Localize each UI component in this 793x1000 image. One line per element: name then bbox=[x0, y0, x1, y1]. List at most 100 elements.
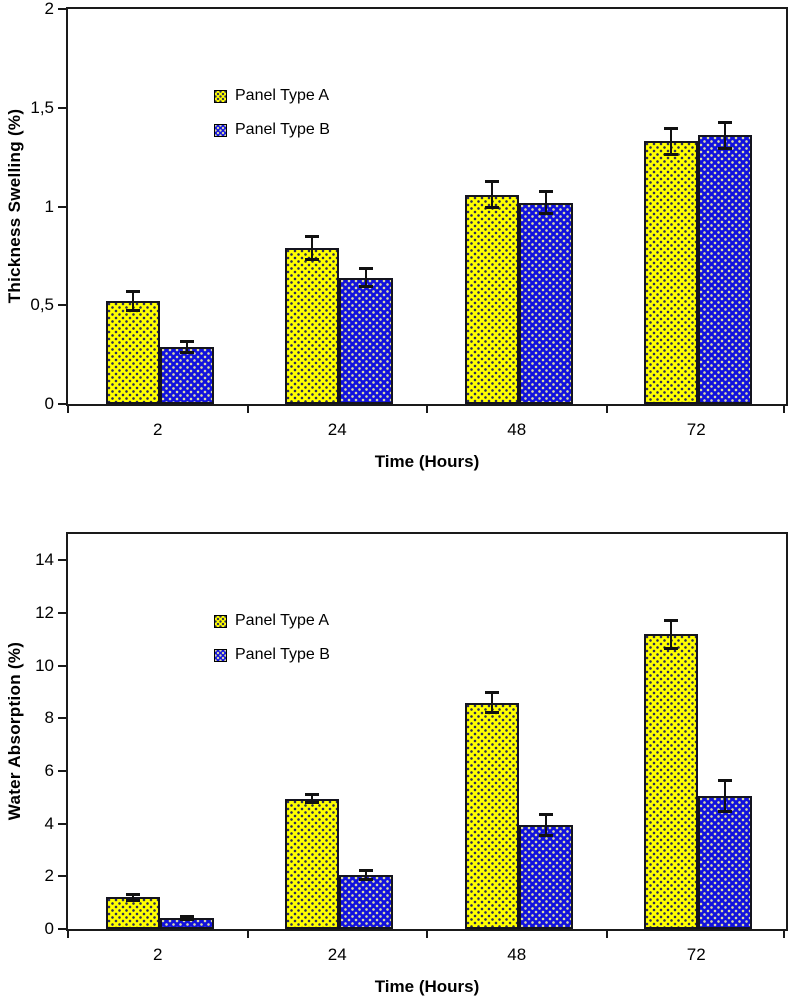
error-bar bbox=[544, 190, 547, 215]
x-axis-category-label: 24 bbox=[327, 945, 347, 964]
x-axis-title: Time (Hours) bbox=[374, 452, 480, 471]
error-bar bbox=[185, 340, 188, 353]
error-bar-cap-bottom bbox=[359, 285, 374, 289]
y-axis-tick bbox=[58, 8, 67, 10]
y-axis-tick-label: 8 bbox=[44, 708, 54, 728]
error-bar bbox=[131, 291, 134, 312]
x-axis-category-label: 2 bbox=[153, 420, 163, 439]
error-bar-cap-top bbox=[359, 266, 374, 270]
error-bar-cap-top bbox=[125, 290, 140, 294]
y-axis-tick bbox=[58, 928, 67, 930]
error-bar bbox=[490, 180, 493, 209]
y-axis-tick-label: 12 bbox=[35, 603, 54, 622]
panel-a-swatch-icon bbox=[214, 614, 227, 628]
error-bar-cap-top bbox=[179, 339, 194, 343]
bar-2h-panel-a bbox=[105, 301, 160, 404]
x-axis-tick bbox=[605, 931, 608, 938]
error-bar-cap-top bbox=[305, 792, 320, 796]
bar-24h-panel-b bbox=[339, 277, 394, 404]
legend-item-panel-b: Panel Type B bbox=[214, 113, 330, 147]
y-axis-tick bbox=[58, 403, 67, 405]
y-axis-tick-label: 6 bbox=[44, 761, 54, 780]
bar-72h-panel-b bbox=[698, 796, 753, 929]
x-axis-category-label: 48 bbox=[507, 420, 527, 439]
plot-area: Panel Type A Panel Type B 0 0,5 1 1,5 2 2 24 48… bbox=[30, 0, 788, 439]
y-axis-tick bbox=[58, 875, 67, 878]
x-axis-tick bbox=[426, 931, 428, 938]
error-bar-cap-bottom bbox=[538, 833, 553, 837]
error-bar-cap-top bbox=[718, 779, 733, 783]
y-axis-tick bbox=[58, 304, 67, 307]
y-axis-tick-label: 2 bbox=[44, 0, 54, 18]
y-axis-tick bbox=[58, 822, 67, 825]
y-axis-tick-label: 4 bbox=[44, 813, 54, 833]
error-bar-cap-bottom bbox=[179, 918, 194, 922]
y-axis-tick-label: 0 bbox=[44, 394, 54, 413]
y-axis-tick bbox=[58, 205, 67, 208]
bar-72h-panel-a bbox=[644, 634, 699, 929]
error-bar bbox=[724, 780, 727, 812]
bar-48h-panel-b bbox=[518, 824, 573, 929]
error-bar-cap-bottom bbox=[179, 350, 194, 354]
y-axis-tick-label: 1,5 bbox=[30, 97, 54, 117]
x-axis-category-label: 72 bbox=[686, 945, 706, 964]
x-axis-category-label: 2 bbox=[153, 945, 163, 964]
x-axis-title: Time (Hours) bbox=[374, 977, 480, 996]
bar-72h-panel-b bbox=[698, 135, 753, 404]
y-axis-tick-label: 2 bbox=[44, 866, 54, 886]
error-bar-cap-bottom bbox=[718, 147, 733, 151]
error-bar bbox=[311, 793, 314, 804]
error-bar bbox=[131, 894, 134, 901]
y-axis-tick-label: 0,5 bbox=[30, 295, 54, 315]
x-axis-tick bbox=[246, 931, 249, 938]
y-axis-tick-label: 1 bbox=[44, 196, 54, 216]
thickness-swelling-chart: Thickness Swelling (%) Panel Type A Pane… bbox=[5, 0, 788, 471]
error-bar-cap-top bbox=[484, 691, 499, 694]
error-bar bbox=[185, 915, 188, 921]
y-axis-tick bbox=[58, 612, 67, 614]
y-axis-tick bbox=[58, 106, 67, 109]
legend-item-panel-a: Panel Type A bbox=[214, 604, 330, 638]
x-axis-category-label: 72 bbox=[686, 420, 706, 439]
x-axis-tick bbox=[246, 406, 249, 413]
water-absorption-chart: Water Absorption (%) Panel Type A Panel … bbox=[0, 525, 793, 1000]
error-bar-cap-top bbox=[718, 120, 733, 124]
x-axis-tick bbox=[783, 931, 785, 938]
legend: Panel Type A Panel Type B bbox=[214, 79, 330, 147]
plot-area: Panel Type A Panel Type B 0 2 4 6 8 10 12 14 2 24… bbox=[35, 532, 788, 964]
bar-2h-panel-a bbox=[105, 897, 160, 929]
error-bar-cap-top bbox=[664, 618, 679, 622]
legend: Panel Type A Panel Type B bbox=[214, 604, 330, 672]
error-bar-cap-bottom bbox=[305, 801, 320, 805]
error-bar bbox=[670, 127, 673, 156]
y-axis-tick-label: 14 bbox=[35, 550, 54, 570]
bar-48h-panel-b bbox=[518, 202, 573, 404]
error-bar bbox=[365, 869, 368, 881]
error-bar-cap-top bbox=[484, 179, 499, 183]
error-bar-cap-bottom bbox=[538, 212, 553, 216]
x-axis-category-label: 48 bbox=[507, 945, 527, 964]
x-axis-tick bbox=[67, 931, 69, 938]
error-bar-cap-top bbox=[125, 893, 140, 897]
error-bar-cap-bottom bbox=[484, 206, 499, 210]
bar-48h-panel-a bbox=[464, 702, 519, 929]
legend-label-panel-a: Panel Type A bbox=[235, 612, 329, 629]
y-axis-tick bbox=[58, 559, 67, 562]
error-bar bbox=[365, 267, 368, 288]
error-bar bbox=[724, 121, 727, 150]
panel-b-swatch-icon bbox=[214, 123, 227, 137]
error-bar bbox=[544, 814, 547, 836]
legend-label-panel-b: Panel Type B bbox=[235, 646, 330, 663]
y-axis-tick bbox=[58, 770, 67, 772]
legend-label-panel-b: Panel Type B bbox=[235, 121, 330, 138]
bar-2h-panel-b bbox=[159, 346, 214, 404]
error-bar-cap-top bbox=[664, 126, 679, 130]
error-bar bbox=[490, 692, 493, 714]
x-axis-category-label: 24 bbox=[327, 420, 347, 439]
y-axis-tick bbox=[58, 717, 67, 720]
legend-label-panel-a: Panel Type A bbox=[235, 87, 329, 104]
legend-item-panel-a: Panel Type A bbox=[214, 79, 330, 113]
x-axis-tick bbox=[67, 406, 69, 413]
y-axis-tick-label: 0 bbox=[44, 919, 54, 938]
